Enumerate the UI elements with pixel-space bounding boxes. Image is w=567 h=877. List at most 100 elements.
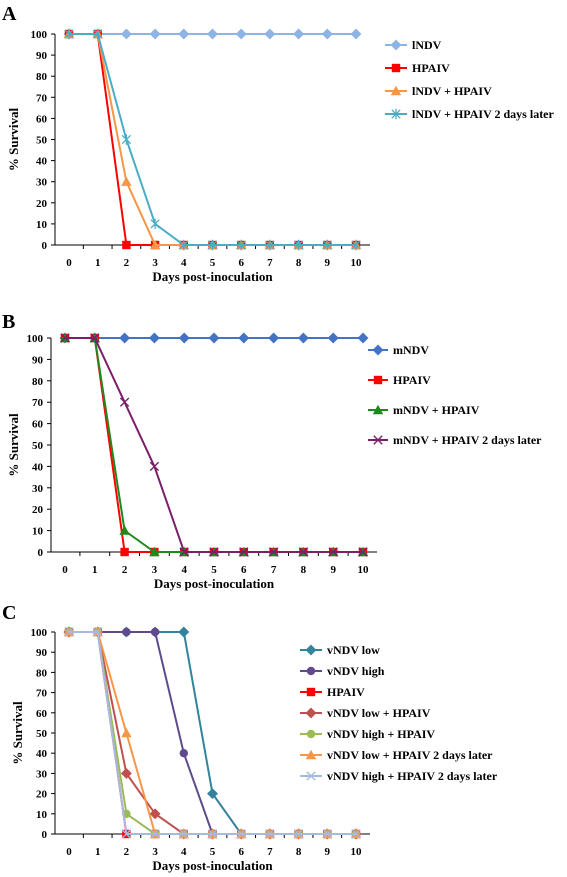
x-tick-label: 6 xyxy=(238,846,244,858)
data-point xyxy=(298,547,309,557)
data-point xyxy=(120,547,129,557)
data-point xyxy=(265,239,275,251)
y-tick-label: 80 xyxy=(36,667,48,679)
data-point xyxy=(121,829,132,839)
legend-swatch-marker xyxy=(373,375,383,385)
data-point xyxy=(64,28,74,40)
series-line xyxy=(69,33,356,246)
legend-swatch-marker xyxy=(306,729,316,739)
x-tick-label: 1 xyxy=(95,257,101,269)
y-tick-label: 10 xyxy=(36,219,48,231)
x-tick-label: 7 xyxy=(267,846,273,858)
data-point xyxy=(150,829,160,839)
x-tick-label: 9 xyxy=(330,564,336,576)
x-tick-label: 5 xyxy=(210,257,216,269)
x-tick-label: 10 xyxy=(358,564,370,576)
legend-swatch-marker xyxy=(372,404,384,415)
data-point xyxy=(150,218,160,230)
data-point xyxy=(64,627,74,637)
y-tick-label: 100 xyxy=(27,333,44,345)
y-tick-label: 40 xyxy=(32,461,44,473)
y-tick-label: 90 xyxy=(32,354,44,366)
y-tick-label: 0 xyxy=(42,829,48,841)
data-point xyxy=(327,332,339,344)
y-tick-label: 40 xyxy=(36,156,48,168)
y-tick-label: 70 xyxy=(36,92,48,104)
data-point xyxy=(179,239,189,251)
legend-label: vNDV low xyxy=(327,643,380,657)
data-point xyxy=(268,332,280,344)
x-tick-label: 2 xyxy=(122,564,128,576)
data-point xyxy=(235,28,247,40)
data-point xyxy=(119,332,131,344)
data-point xyxy=(207,829,218,839)
data-point xyxy=(93,28,103,40)
data-point xyxy=(121,727,132,738)
y-tick-label: 90 xyxy=(36,647,48,659)
legend-label: lNDV + HPAIV xyxy=(412,84,492,98)
data-point xyxy=(60,333,70,343)
legend-item: mNDV + HPAIV xyxy=(368,403,480,417)
data-point xyxy=(119,525,130,535)
legend-label: lNDV xyxy=(412,38,442,52)
legend-item: HPAIV xyxy=(385,61,450,75)
legend-item: mNDV xyxy=(368,343,429,357)
y-tick-label: 70 xyxy=(36,688,48,700)
x-tick-label: 7 xyxy=(271,564,277,576)
data-point xyxy=(322,239,332,251)
legend-swatch-marker xyxy=(391,63,401,73)
data-point xyxy=(149,808,161,820)
legend-item: vNDV high + HPAIV 2 days later xyxy=(300,769,498,783)
y-tick-label: 10 xyxy=(36,809,48,821)
data-point xyxy=(358,547,368,557)
data-point xyxy=(239,547,249,557)
x-tick-label: 8 xyxy=(296,257,302,269)
data-point xyxy=(328,547,338,557)
data-point xyxy=(321,28,333,40)
data-point xyxy=(150,627,160,637)
data-point xyxy=(179,547,189,557)
y-tick-label: 30 xyxy=(36,768,48,780)
y-tick-label: 50 xyxy=(36,728,48,740)
x-tick-label: 5 xyxy=(210,846,216,858)
legend-item: vNDV high + HPAIV xyxy=(300,727,435,741)
series-mndv-hpaiv-2-days-later xyxy=(60,333,368,557)
legend-swatch-marker xyxy=(306,687,316,697)
data-point xyxy=(293,28,305,40)
y-axis-label: % Survival xyxy=(6,108,21,172)
y-tick-label: 20 xyxy=(32,504,44,516)
y-axis-label: % Survival xyxy=(6,413,21,477)
x-tick-label: 10 xyxy=(351,846,363,858)
y-axis-label: % Survival xyxy=(10,701,25,765)
x-tick-label: 6 xyxy=(238,257,244,269)
legend-swatch-marker xyxy=(305,644,317,656)
y-tick-label: 50 xyxy=(32,440,44,452)
data-point xyxy=(121,176,132,186)
legend-swatch-marker xyxy=(390,39,402,51)
legend-swatch-marker xyxy=(306,666,316,676)
x-tick-label: 3 xyxy=(152,257,158,269)
data-point xyxy=(120,28,132,40)
data-point xyxy=(236,829,246,839)
data-point xyxy=(120,767,132,779)
y-tick-label: 30 xyxy=(36,177,48,189)
legend-label: vNDV high + HPAIV xyxy=(327,727,435,741)
data-point xyxy=(148,332,160,344)
legend-swatch-marker xyxy=(390,85,402,96)
chart-panel-b: B 0 10 20 30 40 50 60 70 80 90 100 0 1 2 3 4 5 6 7 8 9 10 Days … xyxy=(2,311,542,591)
series-mndv-hpaiv xyxy=(59,332,369,557)
y-tick-label: 10 xyxy=(32,526,44,538)
y-tick-label: 100 xyxy=(31,627,48,639)
y-tick-label: 90 xyxy=(36,50,48,62)
legend-item: mNDV + HPAIV 2 days later xyxy=(368,433,542,447)
x-tick-label: 6 xyxy=(241,564,247,576)
x-tick-label: 1 xyxy=(95,846,101,858)
x-tick-label: 0 xyxy=(62,564,68,576)
data-point xyxy=(208,332,220,344)
legend-swatch-marker xyxy=(373,435,383,445)
legend-label: mNDV xyxy=(393,343,429,357)
legend-swatch-marker xyxy=(305,749,317,760)
x-tick-label: 1 xyxy=(92,564,98,576)
legend-item: lNDV xyxy=(385,38,442,52)
